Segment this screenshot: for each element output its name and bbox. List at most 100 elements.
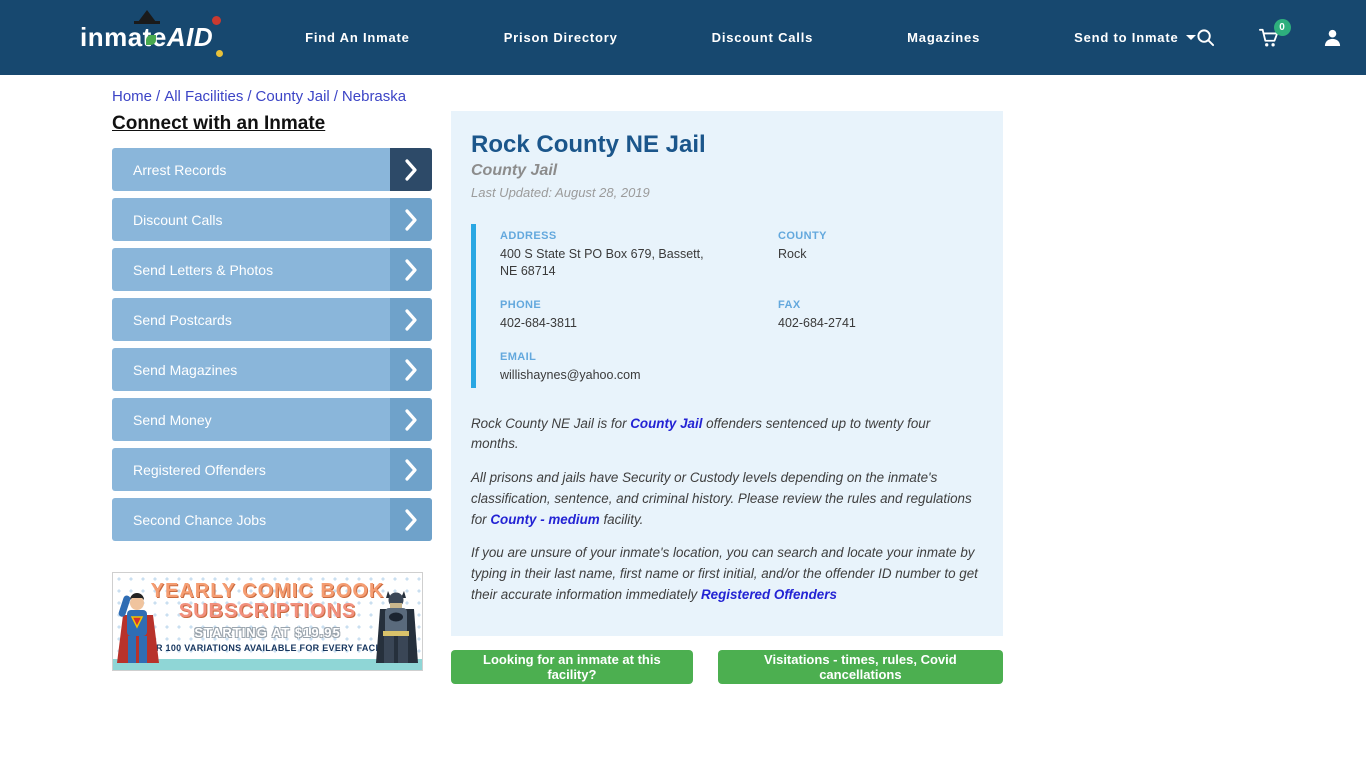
sidebar-item-arrest-records[interactable]: Arrest Records [112, 148, 432, 191]
paragraph-1: Rock County NE Jail is for County Jail o… [471, 414, 979, 456]
sidebar-item-label: Discount Calls [133, 211, 223, 228]
sidebar-item-send-money[interactable]: Send Money [112, 398, 432, 441]
contact-fax: FAX 402-684-2741 [778, 299, 979, 332]
search-icon[interactable] [1196, 28, 1215, 47]
sidebar-item-discount-calls[interactable]: Discount Calls [112, 198, 432, 241]
logo-decoration-yellow [216, 50, 224, 57]
nav-magazines[interactable]: Magazines [907, 30, 980, 45]
sidebar-item-second-chance-jobs[interactable]: Second Chance Jobs [112, 498, 432, 541]
chevron-right-icon [390, 348, 432, 391]
contact-address: ADDRESS 400 S State St PO Box 679, Basse… [500, 230, 778, 280]
chevron-right-icon [390, 298, 432, 341]
breadcrumb-nebraska[interactable]: Nebraska [341, 88, 407, 105]
breadcrumb-separator: / [247, 88, 252, 105]
breadcrumb-separator: / [333, 88, 338, 105]
fax-label: FAX [778, 298, 801, 311]
nav-prison-directory[interactable]: Prison Directory [504, 30, 618, 45]
pilgrim-hat-icon [134, 10, 160, 24]
contact-email: EMAIL willishaynes@yahoo.com [500, 351, 778, 384]
sidebar-item-label: Send Letters & Photos [133, 261, 274, 278]
nav-label: Prison Directory [503, 30, 618, 45]
sidebar-item-label: Registered Offenders [133, 461, 266, 478]
registered-offenders-link[interactable]: Registered Offenders [700, 586, 837, 602]
connect-with-inmate-heading: Connect with an Inmate [112, 113, 326, 134]
facility-content: Rock County NE Jail County Jail Last Upd… [451, 111, 1003, 684]
phone-label: PHONE [500, 298, 542, 311]
logo-text-aid: AID [166, 22, 214, 52]
nav-label: Discount Calls [711, 30, 814, 45]
breadcrumb-county-jail[interactable]: County Jail [255, 88, 330, 105]
breadcrumb-separator: / [156, 88, 161, 105]
facility-last-updated: Last Updated: August 28, 2019 [471, 185, 650, 200]
facility-type: County Jail [471, 162, 558, 179]
breadcrumb-home[interactable]: Home [112, 88, 153, 105]
page-content: Connect with an Inmate Arrest Records Di… [112, 111, 1366, 684]
comic-book-ad[interactable]: YEARLY COMIC BOOK SUBSCRIPTIONS STARTING… [112, 572, 423, 671]
paragraph-3: If you are unsure of your inmate's locat… [471, 543, 979, 605]
inmateaid-logo[interactable]: inmate AID [80, 10, 224, 57]
chevron-down-icon [1185, 35, 1196, 40]
contact-county: COUNTY Rock [778, 230, 979, 280]
ad-headline-line2: SUBSCRIPTIONS [178, 600, 357, 622]
sidebar-item-send-magazines[interactable]: Send Magazines [112, 348, 432, 391]
chevron-right-icon [390, 448, 432, 491]
address-value: 400 S State St PO Box 679, Bassett, NE 6… [500, 247, 704, 278]
action-button-row: Looking for an inmate at this facility? … [451, 649, 1003, 684]
address-label: ADDRESS [500, 230, 557, 242]
phone-value: 402-684-3811 [500, 315, 577, 330]
paragraph-text: offenders sentenced up to twenty four mo… [471, 415, 931, 452]
county-label: COUNTY [778, 230, 827, 242]
visitations-button[interactable]: Visitations - times, rules, Covid cancel… [717, 649, 1003, 684]
paragraph-text: Rock County NE Jail is for [471, 415, 631, 431]
sidebar-item-label: Send Postcards [133, 311, 232, 328]
chevron-right-icon [390, 148, 432, 191]
ad-teal-bar [113, 659, 422, 670]
sidebar-item-label: Send Magazines [133, 361, 238, 378]
paragraph-text: All prisons and jails have Security or C… [471, 470, 972, 527]
contact-info-block: ADDRESS 400 S State St PO Box 679, Basse… [471, 224, 979, 388]
nav-label: Find An Inmate [305, 30, 410, 45]
cart-count-badge: 0 [1273, 18, 1291, 36]
sidebar-item-send-letters-photos[interactable]: Send Letters & Photos [112, 248, 432, 291]
paragraph-text: facility. [599, 511, 644, 527]
paragraph-2: All prisons and jails have Security or C… [471, 468, 979, 530]
navbar-icon-group: 0 [1196, 18, 1342, 48]
paragraph-text: If you are unsure of your inmate's locat… [471, 545, 978, 602]
ad-headline-line1: YEARLY COMIC BOOK [150, 580, 385, 602]
top-navbar: inmate AID Find An Inmate Prison Directo… [0, 0, 1366, 75]
ad-price-line: STARTING AT $19.95 [194, 625, 341, 640]
batman-illustration [374, 589, 420, 670]
sidebar: Connect with an Inmate Arrest Records Di… [112, 111, 432, 671]
email-label: EMAIL [500, 350, 537, 363]
chevron-right-icon [390, 198, 432, 241]
nav-discount-calls[interactable]: Discount Calls [712, 30, 814, 45]
ad-subline: OVER 100 VARIATIONS AVAILABLE FOR EVERY … [136, 643, 399, 653]
county-jail-link[interactable]: County Jail [630, 415, 703, 431]
nav-find-an-inmate[interactable]: Find An Inmate [305, 30, 410, 45]
user-account-icon[interactable] [1323, 28, 1342, 47]
nav-label: Magazines [907, 30, 981, 45]
breadcrumb: Home / All Facilities / County Jail / Nebraska [112, 88, 1366, 105]
sidebar-item-label: Send Money [133, 411, 212, 428]
breadcrumb-all-facilities[interactable]: All Facilities [164, 88, 244, 105]
sidebar-item-label: Arrest Records [133, 161, 227, 178]
chevron-right-icon [390, 398, 432, 441]
fax-value: 402-684-2741 [778, 315, 856, 330]
facility-description: Rock County NE Jail is for County Jail o… [471, 414, 979, 606]
chevron-right-icon [390, 498, 432, 541]
cart-icon[interactable]: 0 [1258, 18, 1291, 48]
contact-phone: PHONE 402-684-3811 [500, 299, 778, 332]
sidebar-item-send-postcards[interactable]: Send Postcards [112, 298, 432, 341]
nav-label: Send to Inmate [1074, 30, 1179, 45]
sidebar-item-registered-offenders[interactable]: Registered Offenders [112, 448, 432, 491]
superman-illustration [115, 593, 161, 670]
county-medium-link[interactable]: County - medium [490, 511, 600, 527]
nav-send-to-inmate[interactable]: Send to Inmate [1074, 30, 1196, 45]
facility-title: Rock County NE Jail [471, 131, 706, 158]
chevron-right-icon [390, 248, 432, 291]
main-nav: Find An Inmate Prison Directory Discount… [305, 30, 1196, 45]
logo-decoration-red [212, 16, 222, 25]
looking-for-inmate-button[interactable]: Looking for an inmate at this facility? [451, 649, 693, 684]
sidebar-item-label: Second Chance Jobs [133, 511, 267, 528]
facility-card: Rock County NE Jail County Jail Last Upd… [451, 111, 1003, 636]
